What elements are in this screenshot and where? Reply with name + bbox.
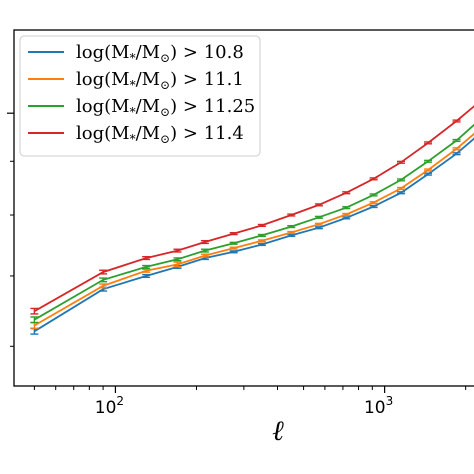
error-bar xyxy=(142,255,151,261)
error-bar xyxy=(257,223,266,228)
error-bar xyxy=(173,257,182,262)
error-bar xyxy=(369,204,378,209)
error-bar xyxy=(142,264,151,269)
legend: log(M*/M⊙) > 10.8 log(M*/M⊙) > 11.1 log(M*… xyxy=(19,35,261,157)
error-bar xyxy=(229,246,238,250)
error-bar xyxy=(99,269,108,275)
legend-frame xyxy=(19,35,261,157)
legend-label: log(M*/M⊙) > 11.4 xyxy=(76,123,244,146)
error-bar xyxy=(229,250,238,254)
error-bar xyxy=(229,241,238,245)
error-bar xyxy=(229,232,238,236)
error-bar xyxy=(452,147,461,151)
legend-entry: log(M*/M⊙) > 11.1 xyxy=(28,69,244,92)
error-bar xyxy=(200,248,209,253)
error-bar xyxy=(99,277,108,283)
error-bar xyxy=(314,203,323,207)
plot-area: 102 103 xyxy=(7,29,474,418)
error-bar xyxy=(314,222,323,226)
legend-label: log(M*/M⊙) > 11.1 xyxy=(76,69,244,92)
error-bar xyxy=(173,248,182,253)
error-bar xyxy=(30,307,39,315)
x-axis-label: ℓ xyxy=(272,414,284,447)
legend-label: log(M*/M⊙) > 10.8 xyxy=(76,42,244,65)
error-bar xyxy=(142,268,151,273)
error-bar xyxy=(342,212,351,217)
error-bar xyxy=(396,186,405,191)
series-layer xyxy=(30,105,474,335)
error-bar xyxy=(257,239,266,243)
error-bar xyxy=(424,141,433,145)
error-bar xyxy=(257,233,266,238)
legend-entries: log(M*/M⊙) > 10.8 log(M*/M⊙) > 11.1 log(M*… xyxy=(28,42,255,146)
error-bar xyxy=(287,224,296,229)
error-bar xyxy=(452,119,461,123)
error-bar xyxy=(342,191,351,195)
error-bar xyxy=(424,172,433,176)
error-bar xyxy=(173,261,182,268)
error-bar xyxy=(142,273,151,279)
legend-entry: log(M*/M⊙) > 11.25 xyxy=(28,96,255,119)
error-bar xyxy=(396,178,405,182)
error-bar xyxy=(342,216,351,220)
error-bar xyxy=(369,193,378,197)
error-bar xyxy=(452,138,461,143)
error-bar xyxy=(424,159,433,163)
error-bar xyxy=(257,242,266,247)
error-bar xyxy=(200,239,209,245)
error-bar xyxy=(314,226,323,230)
error-bar xyxy=(287,230,296,235)
x-tick-label: 102 xyxy=(95,394,124,418)
series-line-0 xyxy=(33,137,474,333)
error-bar xyxy=(369,201,378,205)
error-bar xyxy=(99,283,108,289)
legend-entry: log(M*/M⊙) > 11.4 xyxy=(28,123,244,146)
error-bar xyxy=(314,215,323,219)
axis-layer: 102 103 xyxy=(7,112,467,418)
legend-label: log(M*/M⊙) > 11.25 xyxy=(76,96,255,119)
x-tick-label: 103 xyxy=(364,394,393,418)
error-bar xyxy=(452,152,461,156)
error-bar xyxy=(396,191,405,195)
error-bar xyxy=(342,206,351,210)
error-bar xyxy=(200,253,209,258)
error-bar xyxy=(287,213,296,217)
error-bar xyxy=(369,177,378,181)
error-bar xyxy=(30,316,39,324)
error-bar xyxy=(424,168,433,172)
plot-frame xyxy=(13,29,474,387)
error-bar xyxy=(396,160,405,164)
legend-entry: log(M*/M⊙) > 10.8 xyxy=(28,42,244,65)
error-bar xyxy=(287,233,296,238)
